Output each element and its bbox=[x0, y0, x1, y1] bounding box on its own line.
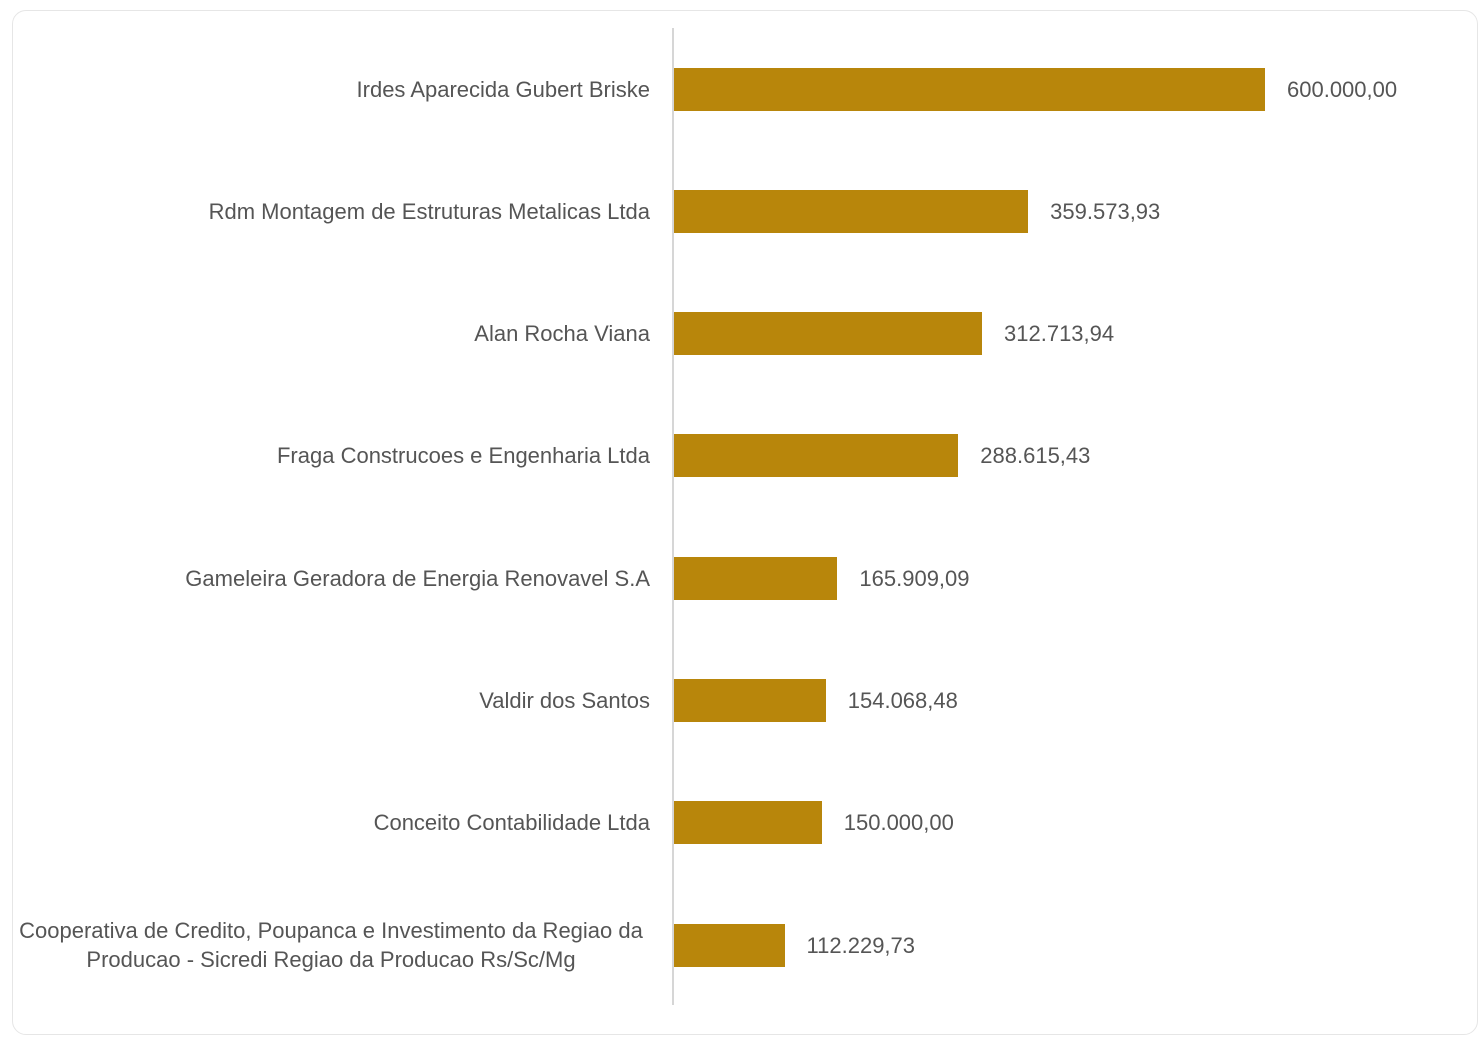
category-label-box: Irdes Aparecida Gubert Briske bbox=[12, 39, 650, 139]
category-label-box: Conceito Contabilidade Ltda bbox=[12, 773, 650, 873]
chart-card bbox=[12, 10, 1478, 1035]
category-label: Fraga Construcoes e Engenharia Ltda bbox=[276, 443, 650, 469]
category-label-box: Fraga Construcoes e Engenharia Ltda bbox=[12, 406, 650, 506]
category-label: Cooperativa de Credito, Poupanca e Inves… bbox=[19, 918, 643, 973]
category-label-box: Rdm Montagem de Estruturas Metalicas Ltd… bbox=[12, 161, 650, 261]
bar bbox=[674, 801, 822, 845]
category-label: Irdes Aparecida Gubert Briske bbox=[356, 76, 650, 102]
category-label: Gameleira Geradora de Energia Renovavel … bbox=[185, 565, 650, 591]
value-label: 165.909,09 bbox=[859, 565, 970, 591]
value-label: 288.615,43 bbox=[980, 443, 1091, 469]
value-label: 150.000,00 bbox=[843, 810, 954, 836]
value-label: 359.573,93 bbox=[1050, 198, 1161, 224]
value-label: 600.000,00 bbox=[1287, 76, 1398, 102]
bar bbox=[674, 312, 983, 356]
category-label-box: Alan Rocha Viana bbox=[12, 284, 650, 384]
category-label: Valdir dos Santos bbox=[479, 688, 650, 713]
category-label: Alan Rocha Viana bbox=[474, 321, 650, 347]
bar bbox=[674, 67, 1265, 111]
category-label-box: Gameleira Geradora de Energia Renovavel … bbox=[12, 528, 650, 628]
category-label: Rdm Montagem de Estruturas Metalicas Ltd… bbox=[208, 198, 650, 224]
value-label: 112.229,73 bbox=[806, 932, 916, 958]
value-label: 154.068,48 bbox=[847, 688, 958, 713]
bar bbox=[674, 556, 838, 600]
category-label: Conceito Contabilidade Ltda bbox=[373, 810, 650, 836]
category-axis-line bbox=[672, 28, 674, 1005]
category-label-box: Valdir dos Santos bbox=[12, 651, 650, 751]
category-label-box: Cooperativa de Credito, Poupanca e Inves… bbox=[12, 895, 650, 995]
bar bbox=[674, 679, 826, 722]
bar bbox=[674, 923, 785, 967]
bar bbox=[674, 434, 959, 478]
bar bbox=[674, 189, 1029, 233]
value-label: 312.713,94 bbox=[1004, 321, 1115, 347]
